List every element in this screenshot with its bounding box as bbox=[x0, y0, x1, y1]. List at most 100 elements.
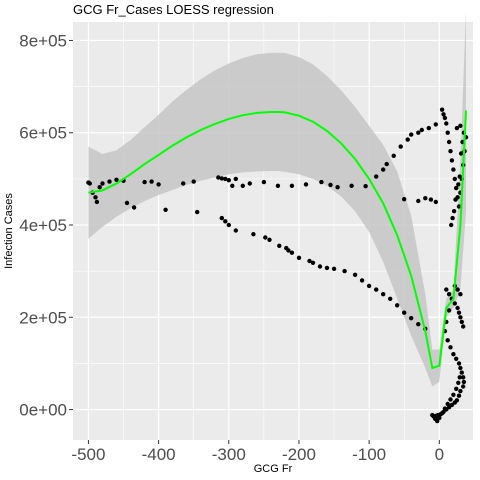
y-tick-label: 8e+05 bbox=[19, 31, 67, 50]
x-tick-label: -300 bbox=[212, 445, 246, 464]
data-point bbox=[275, 183, 281, 188]
data-point bbox=[219, 176, 224, 181]
data-point bbox=[444, 121, 449, 126]
data-point bbox=[303, 182, 309, 187]
y-tick-label: 6e+05 bbox=[19, 124, 67, 143]
data-point bbox=[94, 199, 100, 205]
data-point bbox=[381, 167, 386, 172]
data-point bbox=[107, 179, 112, 184]
data-point bbox=[454, 185, 459, 191]
data-point bbox=[451, 392, 456, 397]
data-point bbox=[445, 338, 450, 343]
data-point bbox=[439, 411, 445, 416]
data-point bbox=[458, 365, 463, 371]
data-point bbox=[223, 219, 228, 224]
data-point bbox=[381, 292, 386, 297]
data-point bbox=[251, 232, 256, 237]
data-point bbox=[402, 310, 407, 315]
data-point bbox=[156, 182, 161, 187]
data-point bbox=[453, 197, 458, 202]
data-point bbox=[457, 375, 462, 380]
data-point bbox=[405, 137, 410, 142]
data-point bbox=[426, 125, 431, 131]
data-point bbox=[452, 301, 457, 306]
data-point bbox=[456, 380, 461, 385]
data-point bbox=[456, 204, 462, 209]
data-point bbox=[446, 139, 452, 145]
data-point bbox=[263, 235, 268, 240]
x-axis-title: GCG Fr bbox=[254, 463, 293, 475]
data-point bbox=[277, 243, 282, 248]
y-axis-title: Infection Cases bbox=[3, 193, 15, 269]
data-point bbox=[261, 179, 267, 185]
y-tick-label: 0e+00 bbox=[19, 401, 67, 420]
data-point bbox=[328, 182, 333, 188]
data-point bbox=[448, 397, 453, 402]
x-tick-label: -500 bbox=[71, 445, 105, 464]
data-point bbox=[454, 356, 459, 361]
data-point bbox=[223, 176, 228, 182]
data-point bbox=[233, 228, 238, 233]
data-point bbox=[402, 197, 407, 202]
confidence-band-area bbox=[88, 10, 467, 387]
data-point bbox=[149, 179, 154, 184]
data-point bbox=[317, 264, 323, 269]
data-point bbox=[359, 278, 365, 283]
data-point bbox=[461, 324, 466, 329]
data-point bbox=[454, 125, 460, 131]
data-point bbox=[448, 149, 453, 154]
data-point bbox=[181, 181, 186, 186]
x-tick-label: -100 bbox=[352, 445, 386, 464]
data-point bbox=[459, 370, 464, 375]
data-point bbox=[416, 198, 421, 204]
data-point bbox=[366, 283, 372, 289]
data-point bbox=[461, 379, 467, 385]
loess-line bbox=[88, 110, 467, 370]
data-point bbox=[458, 315, 463, 320]
data-point bbox=[459, 319, 464, 325]
data-point bbox=[450, 215, 455, 221]
data-point bbox=[87, 181, 93, 186]
data-point bbox=[310, 260, 316, 265]
data-point bbox=[335, 185, 340, 190]
data-point bbox=[461, 384, 466, 389]
data-point bbox=[307, 258, 312, 264]
data-point bbox=[444, 287, 449, 292]
data-point bbox=[461, 375, 466, 380]
data-point bbox=[240, 183, 245, 188]
data-point bbox=[456, 310, 462, 315]
data-point bbox=[458, 388, 463, 394]
data-point bbox=[216, 175, 221, 180]
data-point bbox=[388, 296, 393, 301]
axis-ticks: -500 -400 -300 -200 -100 0 0e+00 2e+05 4e+05 6e+0… bbox=[19, 31, 444, 464]
data-point bbox=[230, 183, 235, 188]
data-point bbox=[419, 127, 424, 133]
confidence-band bbox=[88, 10, 467, 387]
data-point bbox=[191, 179, 196, 184]
data-point bbox=[409, 132, 414, 137]
data-point bbox=[456, 393, 462, 398]
data-point bbox=[437, 415, 442, 421]
loess-fit-line bbox=[88, 110, 467, 370]
data-point bbox=[448, 345, 453, 350]
data-point bbox=[219, 215, 224, 221]
data-point bbox=[233, 176, 238, 182]
data-point bbox=[331, 266, 337, 271]
data-point bbox=[93, 195, 98, 200]
data-point bbox=[163, 207, 168, 212]
data-point bbox=[296, 255, 302, 260]
chart-title: GCG Fr_Cases LOESS regression bbox=[73, 2, 274, 17]
data-point bbox=[114, 177, 119, 182]
data-point bbox=[456, 361, 462, 366]
data-point bbox=[142, 179, 147, 185]
data-point bbox=[430, 412, 435, 418]
data-point bbox=[442, 115, 448, 121]
data-point bbox=[342, 268, 347, 274]
data-point bbox=[289, 250, 295, 255]
data-point bbox=[124, 200, 130, 206]
data-point bbox=[458, 292, 463, 297]
data-point bbox=[457, 174, 462, 179]
data-point bbox=[395, 303, 400, 308]
data-point bbox=[289, 183, 295, 188]
